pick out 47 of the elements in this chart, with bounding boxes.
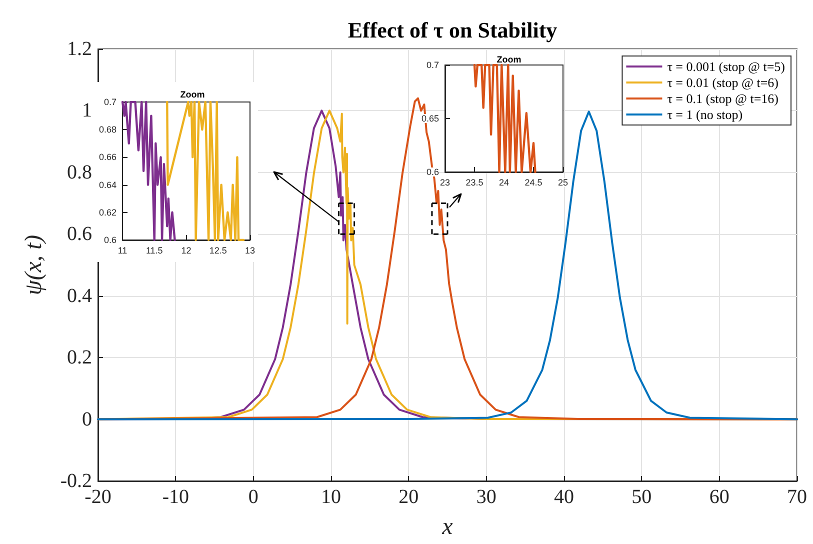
y-tick-label: 0.7 <box>104 97 117 107</box>
x-tick-label: 10 <box>321 486 341 508</box>
x-tick-label: 0 <box>248 486 258 508</box>
y-tick-label: 0.7 <box>426 60 439 70</box>
y-tick-label: 0.6 <box>104 235 117 245</box>
line-series <box>166 100 245 242</box>
chart-title: Effect of τ on Stability <box>348 18 558 42</box>
y-tick-label: 0.65 <box>421 114 439 124</box>
y-tick-label: 0.66 <box>98 152 117 162</box>
y-tick-label: 0.6 <box>67 223 92 246</box>
x-tick-label: 11 <box>118 246 128 256</box>
x-tick-label: 13 <box>244 246 255 256</box>
x-tick-label: 30 <box>476 486 496 508</box>
y-tick-label: 0.8 <box>67 161 92 184</box>
x-tick-label: 23.5 <box>466 178 484 188</box>
y-tick-label: 0 <box>82 408 92 430</box>
y-tick-label: 0.62 <box>98 207 117 218</box>
legend-label: τ = 0.1 (stop @ t=16) <box>667 91 779 106</box>
x-tick-label: 60 <box>709 486 730 508</box>
legend-label: τ = 0.01 (stop @ t=6) <box>667 75 779 90</box>
y-tick-label: 0.4 <box>67 284 92 307</box>
x-tick-label: -10 <box>162 486 190 508</box>
x-tick-label: 70 <box>787 486 807 508</box>
y-tick-label: 0.68 <box>98 124 117 135</box>
y-axis-title: ψ(x, t) <box>21 234 47 296</box>
x-tick-label: 50 <box>632 486 652 508</box>
x-tick-label: 12.5 <box>209 246 227 256</box>
chart-title: Zoom <box>496 54 522 64</box>
legend-label: τ = 0.001 (stop @ t=5) <box>667 59 786 74</box>
line-series <box>121 100 176 242</box>
x-tick-label: 25 <box>558 178 568 188</box>
x-tick-label: 11.5 <box>146 246 163 256</box>
y-tick-label: 1.2 <box>67 38 92 60</box>
chart-title: Zoom <box>180 90 205 100</box>
x-tick-label: 24 <box>498 178 510 188</box>
x-tick-label: 40 <box>554 486 574 508</box>
y-tick-label: 0.2 <box>67 346 92 369</box>
y-tick-label: 0.64 <box>98 180 117 190</box>
x-tick-label: 12 <box>181 246 192 256</box>
legend-label: τ = 1 (no stop) <box>667 107 743 122</box>
x-tick-label: 20 <box>398 486 419 508</box>
x-tick-label: 23 <box>440 178 450 188</box>
line-series <box>473 64 536 174</box>
x-tick-label: 24.5 <box>524 178 542 188</box>
y-tick-label: 1 <box>82 100 92 122</box>
y-tick-label: 0.6 <box>426 167 439 177</box>
x-axis-title: x <box>441 514 454 540</box>
